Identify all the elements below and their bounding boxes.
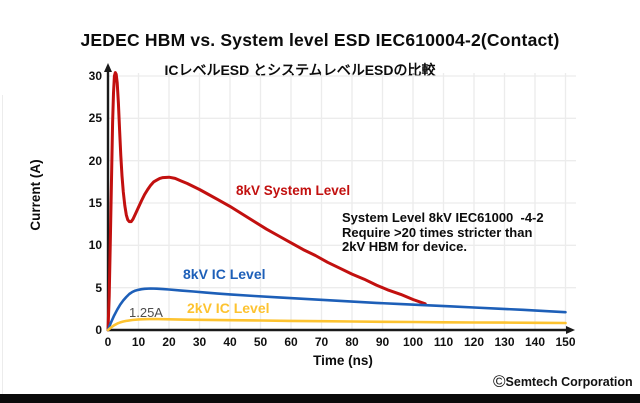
series-label-8kv-system-level: 8kV System Level <box>236 183 351 198</box>
y-tick-25: 25 <box>88 111 102 126</box>
copyright-notice: ©Semtech Corporation <box>493 372 633 392</box>
series-label-2kv-ic-level: 2kV IC Level <box>187 300 270 316</box>
x-tick-140: 140 <box>524 335 546 349</box>
x-tick-10: 10 <box>131 335 146 349</box>
x-tick-120: 120 <box>463 335 485 349</box>
series-label-8kv-ic-level: 8kV IC Level <box>183 266 266 282</box>
x-tick-150: 150 <box>555 335 576 349</box>
current-marker-1-25a: 1.25A <box>129 305 163 320</box>
y-tick-15: 15 <box>88 195 102 210</box>
x-tick-100: 100 <box>402 335 424 349</box>
x-axis-title: Time (ns) <box>313 353 373 368</box>
y-tick-20: 20 <box>88 153 102 168</box>
x-tick-90: 90 <box>375 335 390 349</box>
x-axis-arrow <box>566 326 575 334</box>
curve-8kv-ic-level <box>106 287 567 332</box>
copyright-text: Semtech Corporation <box>505 375 633 389</box>
curve-2kv-ic-level <box>106 317 567 332</box>
annotation-line-2: Require >20 times stricter than <box>342 224 533 240</box>
left-edge-line <box>2 95 3 394</box>
bottom-black-bar <box>0 394 640 403</box>
annotation-text-block: System Level 8kV IEC61000 -4-2 Require >… <box>342 210 588 255</box>
chart-subtitle: ICレベルESD とシステムレベルESDの比較 <box>164 62 436 78</box>
x-tick-50: 50 <box>253 335 268 349</box>
grid-lines <box>107 73 576 330</box>
annotation-line-1: System Level 8kV IEC61000 -4-2 <box>342 210 544 225</box>
x-tick-60: 60 <box>284 335 298 349</box>
x-tick-70: 70 <box>314 335 329 349</box>
y-tick-10: 10 <box>88 238 102 253</box>
y-axis-arrow <box>104 63 112 72</box>
y-tick-30: 30 <box>88 68 102 83</box>
x-tick-40: 40 <box>223 335 237 349</box>
data-curves <box>106 71 567 332</box>
x-tick-30: 30 <box>192 335 207 349</box>
x-tick-130: 130 <box>494 335 515 349</box>
chart-title: JEDEC HBM vs. System level ESD IEC610004… <box>80 30 560 50</box>
x-tick-80: 80 <box>345 335 359 349</box>
y-tick-5: 5 <box>95 280 102 295</box>
x-tick-20: 20 <box>162 335 176 349</box>
curve-8kv-system-level <box>106 71 427 332</box>
copyright-icon: © <box>493 372 506 391</box>
x-tick-110: 110 <box>433 335 454 349</box>
annotation-line-3: 2kV HBM for device. <box>342 239 467 255</box>
y-tick-0: 0 <box>95 323 102 337</box>
x-tick-0: 0 <box>104 335 112 349</box>
